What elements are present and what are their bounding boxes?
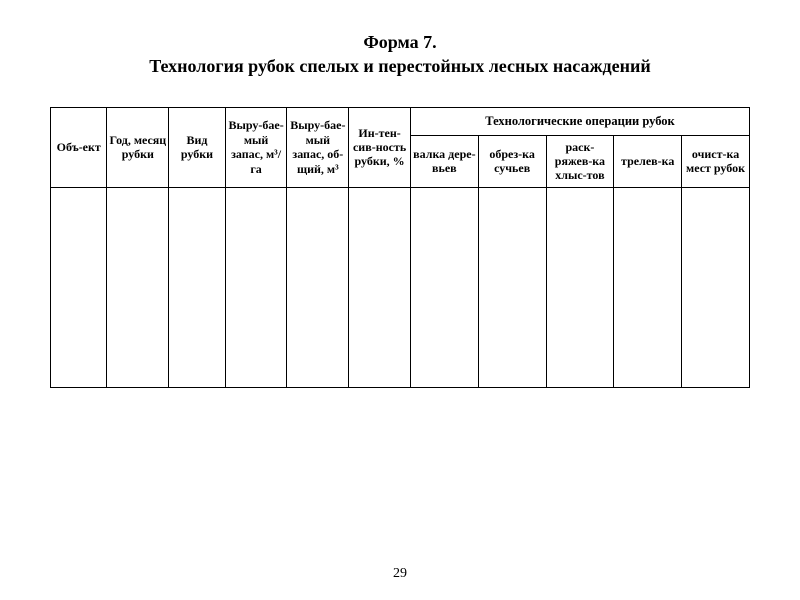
cell-object bbox=[51, 187, 107, 387]
title-line-2: Технология рубок спелых и перестойных ле… bbox=[50, 54, 750, 78]
page-number: 29 bbox=[50, 566, 750, 582]
col-header-skidding: трелев-ка bbox=[614, 135, 682, 187]
col-header-stock-total: Выру-бае-мый запас, об-щий, м³ bbox=[287, 107, 349, 187]
cell-year-month bbox=[107, 187, 169, 387]
col-header-stock-per-ha: Выру-бае-мый запас, м³/га bbox=[225, 107, 287, 187]
col-header-cut-type: Вид рубки bbox=[169, 107, 225, 187]
table-header: Объ-ект Год, месяц рубки Вид рубки Выру-… bbox=[51, 107, 750, 187]
col-header-year-month: Год, месяц рубки bbox=[107, 107, 169, 187]
page-container: Форма 7. Технология рубок спелых и перес… bbox=[0, 0, 800, 600]
col-header-clearing: очист-ка мест рубок bbox=[682, 135, 750, 187]
cell-stock-total bbox=[287, 187, 349, 387]
cell-stock-per-ha bbox=[225, 187, 287, 387]
form-table: Объ-ект Год, месяц рубки Вид рубки Выру-… bbox=[50, 107, 750, 388]
cell-bucking bbox=[546, 187, 614, 387]
col-header-intensity: Ин-тен-сив-ность рубки, % bbox=[349, 107, 411, 187]
table-body bbox=[51, 187, 750, 387]
cell-delimbing bbox=[478, 187, 546, 387]
cell-skidding bbox=[614, 187, 682, 387]
col-header-felling: валка дере-вьев bbox=[410, 135, 478, 187]
cell-clearing bbox=[682, 187, 750, 387]
table-row bbox=[51, 187, 750, 387]
title-line-1: Форма 7. bbox=[50, 30, 750, 54]
document-title: Форма 7. Технология рубок спелых и перес… bbox=[50, 30, 750, 79]
cell-intensity bbox=[349, 187, 411, 387]
cell-felling bbox=[410, 187, 478, 387]
table-header-row-1: Объ-ект Год, месяц рубки Вид рубки Выру-… bbox=[51, 107, 750, 135]
col-header-operations-group: Технологические операции рубок bbox=[410, 107, 749, 135]
col-header-bucking: раск-ряжев-ка хлыс-тов bbox=[546, 135, 614, 187]
cell-cut-type bbox=[169, 187, 225, 387]
col-header-object: Объ-ект bbox=[51, 107, 107, 187]
col-header-delimbing: обрез-ка сучьев bbox=[478, 135, 546, 187]
